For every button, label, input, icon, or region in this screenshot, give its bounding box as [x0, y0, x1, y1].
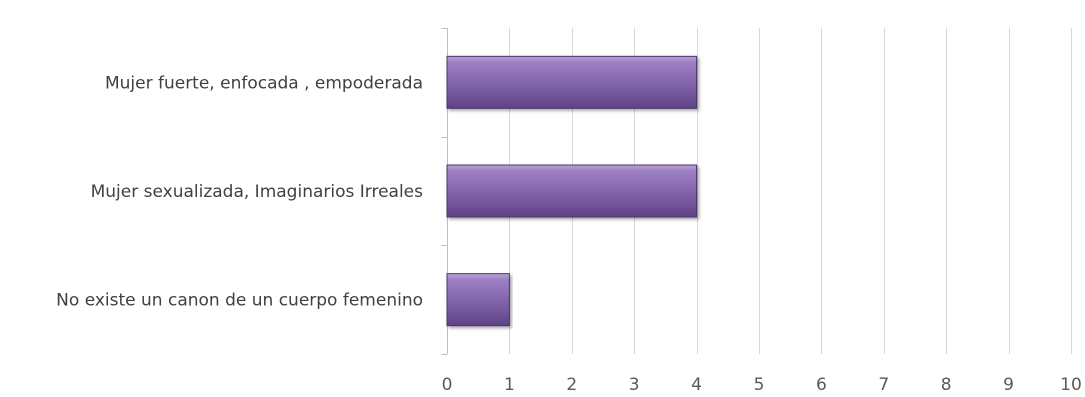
x-tick-label-6: 6: [816, 375, 827, 395]
category-labels: Mujer fuerte, enfocada , empoderada Mujer…: [56, 73, 423, 310]
category-label-1: Mujer fuerte, enfocada , empoderada: [105, 73, 423, 93]
x-tick-labels: 0 1 2 3 4 5 6 7 8 9 10: [442, 375, 1082, 395]
x-tick-label-1: 1: [504, 375, 515, 395]
x-tick-label-7: 7: [878, 375, 889, 395]
x-tick-label-5: 5: [754, 375, 765, 395]
x-tick-label-8: 8: [941, 375, 952, 395]
bar-1: [446, 55, 698, 109]
bar-3: [446, 273, 510, 327]
x-tick-label-2: 2: [566, 375, 577, 395]
x-tick-label-9: 9: [1003, 375, 1014, 395]
category-label-2: Mujer sexualizada, Imaginarios Irreales: [91, 182, 424, 202]
category-label-3: No existe un canon de un cuerpo femenino: [56, 291, 423, 311]
x-tick-label-4: 4: [691, 375, 702, 395]
x-tick-label-0: 0: [442, 375, 453, 395]
x-tick-label-10: 10: [1060, 375, 1082, 395]
bar-2: [446, 164, 698, 218]
x-tick-label-3: 3: [629, 375, 640, 395]
bars: [446, 55, 698, 327]
